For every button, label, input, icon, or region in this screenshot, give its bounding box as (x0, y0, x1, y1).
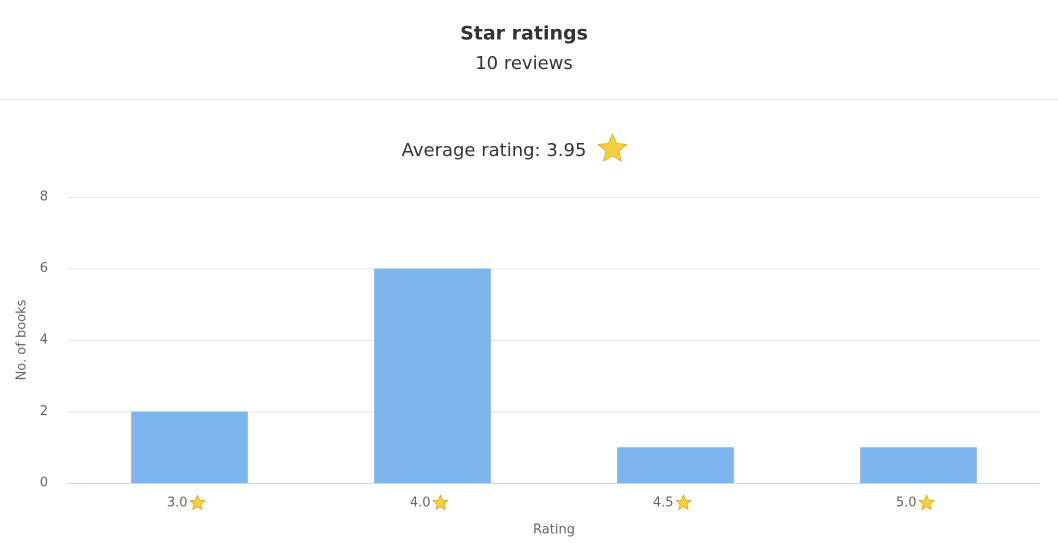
x-tick-label: 4.5 (653, 496, 674, 511)
y-tick-label: 0 (40, 476, 48, 491)
y-tick-label: 2 (40, 404, 48, 419)
chart-title: Average rating: 3.95 (402, 140, 587, 161)
star-icon (597, 133, 628, 162)
y-tick-label: 4 (40, 333, 48, 348)
bar (374, 268, 491, 483)
y-tick-label: 8 (40, 190, 48, 205)
star-icon (189, 494, 206, 510)
x-axis-label: Rating (533, 523, 575, 538)
header-title: Star ratings (460, 23, 588, 45)
bar (131, 411, 248, 483)
star-icon (675, 494, 692, 510)
x-tick-label: 4.0 (410, 496, 431, 511)
header-subtitle: 10 reviews (475, 53, 573, 74)
star-icon (918, 494, 935, 510)
y-tick-label: 6 (40, 261, 48, 276)
bar (617, 447, 734, 483)
x-tick-label: 3.0 (167, 496, 188, 511)
x-tick-label: 5.0 (896, 496, 917, 511)
bar (860, 447, 977, 483)
star-icon (432, 494, 449, 510)
y-axis-label: No. of books (15, 299, 30, 380)
